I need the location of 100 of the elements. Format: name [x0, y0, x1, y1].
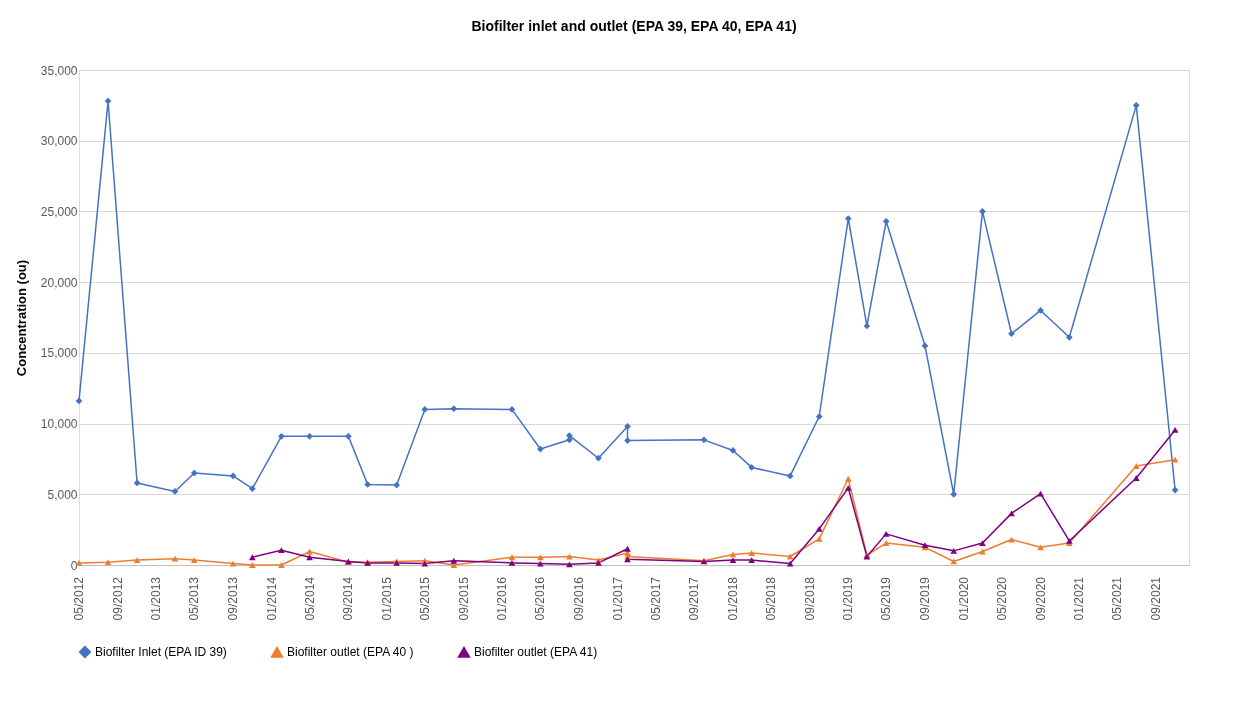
point — [748, 464, 755, 471]
point — [979, 208, 986, 215]
x-tick-label: 01/2020 — [956, 576, 971, 621]
x-tick-label: 05/2016 — [533, 576, 548, 621]
x-tick-label: 09/2013 — [226, 576, 241, 621]
x-tick-label: 09/2014 — [341, 576, 356, 621]
point — [950, 490, 958, 498]
x-tick-label: 01/2013 — [149, 576, 164, 621]
legend-label: Biofilter outlet (EPA 40 ) — [287, 645, 414, 660]
point — [882, 540, 890, 546]
point — [624, 423, 631, 430]
x-tick-label: 01/2019 — [841, 576, 856, 621]
y-tick-label: 15,000 — [40, 346, 78, 361]
x-tick-label: 09/2020 — [1033, 576, 1048, 621]
point — [863, 322, 871, 330]
y-tick-label: 35,000 — [40, 63, 78, 78]
x-tick-label: 05/2012 — [72, 576, 86, 621]
legend-label: Biofilter outlet (EPA 41) — [474, 645, 598, 660]
x-tick-label: 09/2015 — [456, 576, 471, 621]
point — [133, 479, 141, 487]
point — [624, 545, 631, 552]
point — [104, 97, 112, 105]
x-tick-label: 01/2017 — [610, 576, 625, 621]
point — [508, 554, 516, 561]
point — [249, 562, 256, 568]
x-tick-label: 01/2015 — [379, 576, 394, 621]
point — [278, 562, 285, 568]
x-tick-label: 01/2016 — [495, 576, 510, 621]
x-tick-label: 05/2021 — [1110, 576, 1124, 621]
point — [566, 561, 573, 568]
point — [450, 405, 458, 413]
x-tick-label: 09/2016 — [572, 576, 587, 621]
point — [1037, 544, 1044, 551]
point — [815, 413, 823, 420]
point — [882, 530, 890, 537]
x-tick-label: 05/2014 — [302, 576, 317, 621]
point — [1037, 307, 1044, 314]
point — [921, 342, 929, 350]
x-tick-label: 05/2013 — [187, 576, 202, 621]
x-tick-label: 09/2021 — [1148, 576, 1163, 621]
x-tick-label: 01/2018 — [726, 576, 740, 621]
y-tick-label: 30,000 — [40, 134, 78, 149]
point — [229, 472, 237, 480]
point — [1171, 427, 1179, 433]
x-tick-label: 09/2012 — [110, 576, 125, 621]
point — [537, 445, 544, 453]
x-tick-label: 05/2019 — [879, 576, 894, 621]
x-tick-label: 05/2015 — [417, 576, 432, 621]
point — [450, 557, 458, 564]
x-tick-label: 05/2020 — [994, 576, 1009, 621]
point — [133, 557, 141, 563]
point — [624, 437, 631, 444]
x-tick-label: 01/2014 — [264, 576, 279, 621]
point — [1132, 102, 1140, 109]
point — [249, 554, 256, 561]
x-tick-label: 09/2017 — [687, 576, 702, 621]
point — [979, 540, 986, 546]
point — [595, 454, 602, 462]
y-tick-label: 0 — [70, 558, 78, 573]
point — [1008, 510, 1015, 517]
legend-label: Biofilter Inlet (EPA ID 39) — [95, 645, 227, 659]
x-tick-label: 05/2018 — [763, 576, 778, 621]
point — [306, 554, 313, 561]
point — [1132, 475, 1140, 481]
point — [1008, 330, 1015, 338]
point — [278, 432, 285, 440]
point — [306, 432, 313, 440]
point — [229, 560, 237, 567]
point — [364, 481, 371, 488]
x-tick-label: 01/2021 — [1072, 576, 1087, 621]
point — [1171, 456, 1179, 463]
point — [450, 562, 458, 568]
point — [171, 555, 179, 562]
point — [1132, 463, 1140, 469]
point — [815, 535, 823, 542]
point — [950, 547, 958, 554]
point — [104, 559, 112, 566]
y-axis-title: Concentration (ou) — [13, 259, 29, 377]
point — [882, 217, 890, 225]
point — [729, 551, 737, 558]
point — [748, 557, 755, 563]
point — [508, 559, 516, 566]
point — [190, 557, 198, 563]
point — [537, 554, 544, 561]
y-tick-label: 25,000 — [40, 204, 78, 219]
y-tick-label: 5,000 — [47, 487, 78, 502]
point — [815, 526, 823, 532]
point — [844, 475, 852, 482]
point — [249, 485, 256, 492]
point — [393, 481, 401, 489]
point — [786, 472, 794, 480]
point — [700, 436, 708, 444]
point — [421, 406, 429, 413]
y-tick-label: 10,000 — [40, 417, 78, 432]
point — [1171, 486, 1179, 494]
point — [345, 432, 352, 440]
chart-title: Biofilter inlet and outlet (EPA 39, EPA 40, EPA 41) — [471, 18, 797, 34]
point — [748, 550, 755, 556]
point — [190, 469, 198, 477]
point — [278, 547, 285, 554]
